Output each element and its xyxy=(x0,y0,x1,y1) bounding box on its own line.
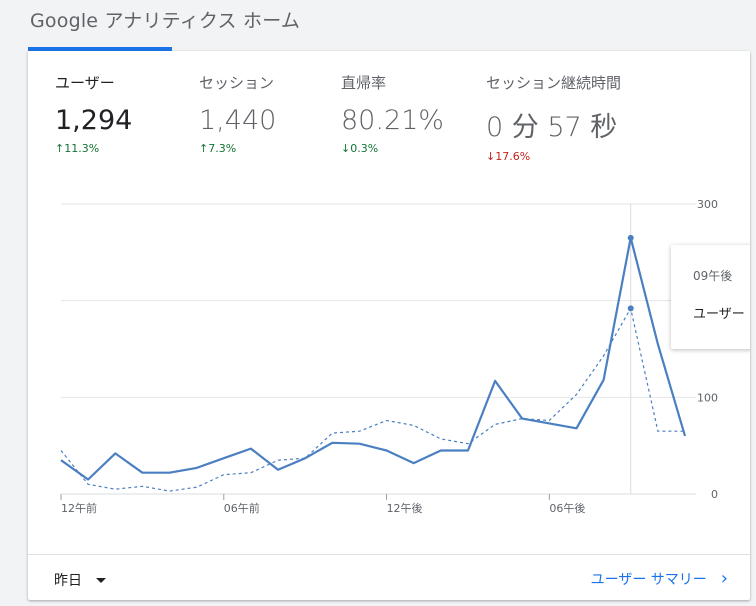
metric-delta: ↓17.6% xyxy=(486,150,531,163)
arrow-up-icon: ↑ xyxy=(199,142,209,155)
arrow-up-icon: ↑ xyxy=(55,142,65,155)
y-tick-label: 0 xyxy=(711,488,718,501)
metric-delta: ↑11.3% xyxy=(55,142,100,155)
y-tick-label: 300 xyxy=(697,198,718,211)
metric-tab-bounce-rate[interactable]: 直帰率 80.21% ↓0.3% xyxy=(341,72,444,155)
arrow-down-icon: ↓ xyxy=(341,142,351,155)
metric-delta: ↓0.3% xyxy=(341,142,379,155)
metric-label: セッション xyxy=(199,74,275,92)
x-tick-label: 06午前 xyxy=(224,501,260,515)
date-range-dropdown[interactable]: 昨日 xyxy=(54,570,106,590)
metric-delta: ↑7.3% xyxy=(199,142,237,155)
page-title: Google アナリティクス ホーム xyxy=(30,10,301,32)
active-tab-indicator xyxy=(28,47,172,51)
metric-tab-session-duration[interactable]: セッション継続時間 0 分 57 秒 ↓17.6% xyxy=(486,72,621,163)
audience-overview-link[interactable]: ユーザー サマリー › xyxy=(591,569,728,589)
hover-point xyxy=(627,234,634,241)
metric-label: 直帰率 xyxy=(341,74,387,92)
metric-value: 1,440 xyxy=(199,105,277,136)
caret-down-icon xyxy=(96,577,106,583)
metric-tab-sessions[interactable]: セッション 1,440 ↑7.3% xyxy=(199,72,276,155)
metric-value: 80.21% xyxy=(341,105,444,136)
x-tick-label: 06午後 xyxy=(549,501,585,515)
primary-series-line xyxy=(60,236,687,481)
footer-divider xyxy=(28,554,750,555)
metric-label: ユーザー xyxy=(55,74,115,92)
date-range-label: 昨日 xyxy=(54,573,82,589)
comparison-series-line xyxy=(60,307,685,492)
y-tick-label: 100 xyxy=(697,391,718,404)
metric-value: 0 分 57 秒 xyxy=(486,112,618,143)
arrow-down-icon: ↓ xyxy=(486,150,496,163)
metric-value: 1,294 xyxy=(55,105,133,136)
metric-tab-users[interactable]: ユーザー 1,294 ↑11.3% xyxy=(55,72,132,155)
x-tick-label: 12午後 xyxy=(387,501,423,515)
x-tick-label: 12午前 xyxy=(61,501,97,515)
hover-point xyxy=(627,305,634,312)
chevron-right-icon: › xyxy=(720,568,728,589)
tooltip-time: 09午後 xyxy=(693,269,733,283)
metric-label: セッション継続時間 xyxy=(486,74,622,92)
report-link-label: ユーザー サマリー xyxy=(590,572,707,588)
users-line-chart[interactable]: 300 100 0 12午前 06午前 12午後 06午後 xyxy=(28,51,750,551)
overview-card: ユーザー 1,294 ↑11.3% セッション 1,440 ↑7.3% 直帰率 … xyxy=(28,51,750,600)
tooltip-series-label: ユーザー xyxy=(693,307,745,322)
chart-tooltip: 09午後 ユーザー xyxy=(671,245,750,349)
